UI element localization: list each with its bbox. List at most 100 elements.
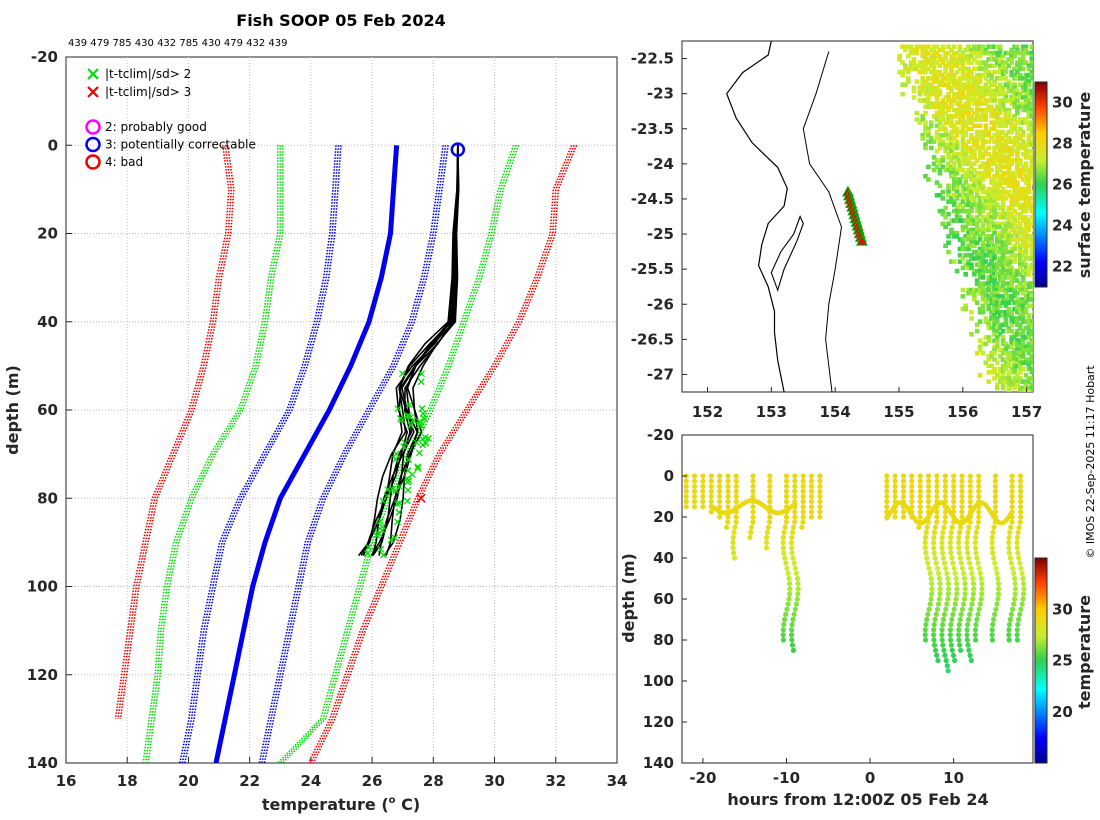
sst-pixel	[929, 124, 934, 129]
x-tick-label: 22	[239, 772, 260, 790]
cast-point	[792, 473, 797, 478]
cast-point	[784, 514, 789, 519]
y-tick-label: 140	[27, 754, 58, 772]
cast-point	[792, 479, 797, 484]
cast-point	[939, 632, 944, 637]
cast-point	[717, 494, 722, 499]
cast-point	[1007, 622, 1012, 627]
cast-point	[993, 499, 998, 504]
cast-point	[784, 566, 789, 571]
cast-point	[950, 561, 955, 566]
cast-point	[944, 602, 949, 607]
cast-point	[799, 525, 804, 530]
td-colorbar-tick: 25	[1052, 652, 1073, 670]
cast-point	[764, 540, 769, 545]
cast-point	[943, 494, 948, 499]
cast-point	[946, 591, 951, 596]
sst-pixel	[900, 92, 905, 97]
sst-pixel	[1015, 111, 1020, 116]
cast-point	[971, 581, 976, 586]
cast-point	[967, 612, 972, 617]
cast-point	[934, 514, 939, 519]
cast-point	[747, 535, 752, 540]
sst-pixel	[969, 209, 974, 214]
cast-point	[991, 525, 996, 530]
cast-point	[684, 499, 689, 504]
cast-point	[789, 627, 794, 632]
cast-point	[962, 596, 967, 601]
cast-point	[791, 648, 796, 653]
cast-point	[934, 473, 939, 478]
cast-point	[968, 607, 973, 612]
cast-point	[968, 489, 973, 494]
sst-pixel	[992, 98, 997, 103]
cast-point	[973, 540, 978, 545]
cast-point	[940, 622, 945, 627]
cast-point	[1020, 576, 1025, 581]
cast-point	[926, 473, 931, 478]
cast-point	[789, 632, 794, 637]
cast-point	[924, 617, 929, 622]
cast-point	[943, 607, 948, 612]
cast-point	[926, 494, 931, 499]
cast-point	[1009, 520, 1014, 525]
cast-point	[725, 484, 730, 489]
cast-point	[948, 637, 953, 642]
cast-point	[949, 555, 954, 560]
cast-point	[933, 617, 938, 622]
sst-pixel	[969, 310, 974, 315]
cast-point	[782, 530, 787, 535]
cast-point	[1010, 509, 1015, 514]
cast-point	[946, 668, 951, 673]
cast-point	[943, 479, 948, 484]
cast-point	[963, 586, 968, 591]
cast-point	[924, 555, 929, 560]
y-tick-label: 80	[37, 489, 58, 507]
cast-point	[1008, 525, 1013, 530]
cast-point	[796, 586, 801, 591]
map-y-tick-label: -25.5	[631, 260, 674, 278]
cast-point	[1007, 530, 1012, 535]
sst-pixel	[978, 79, 983, 84]
cast-point	[926, 479, 931, 484]
cast-point	[946, 581, 951, 586]
map-y-tick-label: -22.5	[631, 50, 674, 68]
cast-point	[958, 648, 963, 653]
sst-pixel	[986, 379, 991, 384]
cast-point	[940, 535, 945, 540]
cast-point	[801, 494, 806, 499]
cast-point	[1012, 576, 1017, 581]
sst-pixel	[986, 338, 991, 343]
cast-point	[1015, 535, 1020, 540]
cast-point	[1010, 484, 1015, 489]
cast-point	[1008, 555, 1013, 560]
cast-point	[792, 502, 797, 507]
cast-point	[709, 473, 714, 478]
cast-point	[968, 494, 973, 499]
cast-point	[684, 489, 689, 494]
x-tick-label: 34	[607, 772, 628, 790]
td-y-tick-label: 120	[643, 713, 674, 731]
x-tick-label: 26	[362, 772, 383, 790]
cast-point	[970, 596, 975, 601]
chart-title: Fish SOOP 05 Feb 2024	[236, 11, 445, 30]
cast-point	[941, 648, 946, 653]
cast-point	[717, 499, 722, 504]
cast-point	[966, 617, 971, 622]
cast-point	[748, 530, 753, 535]
cast-point	[931, 535, 936, 540]
cast-point	[1006, 540, 1011, 545]
cast-point	[809, 473, 814, 478]
cast-point	[976, 484, 981, 489]
cast-point	[938, 586, 943, 591]
cast-point	[933, 555, 938, 560]
cast-point	[1016, 555, 1021, 560]
cast-point	[932, 622, 937, 627]
cast-point	[750, 489, 755, 494]
sst-pixel	[984, 117, 989, 122]
cast-point	[931, 545, 936, 550]
cast-point	[934, 653, 939, 658]
cast-point	[817, 479, 822, 484]
cast-point	[700, 489, 705, 494]
cast-point	[692, 473, 697, 478]
